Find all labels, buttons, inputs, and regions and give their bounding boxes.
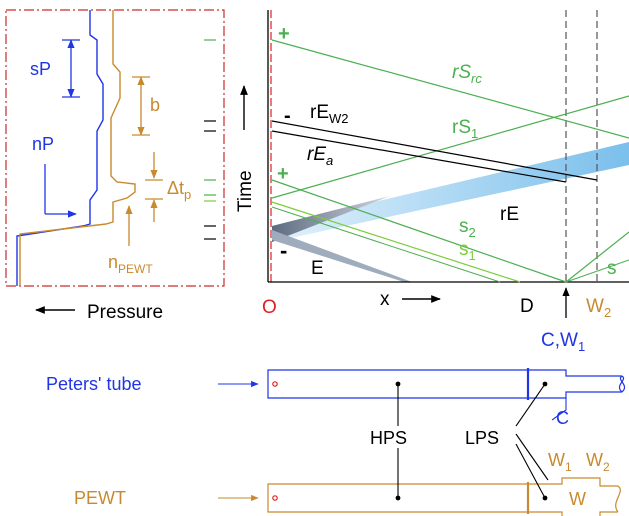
shock-s1 [271,201,521,283]
lps-dot-top [542,381,548,387]
pewt-pressure-trace [19,10,136,286]
label-s2: s2 [459,216,476,240]
hps-label: HPS [370,428,407,448]
wave-rEa [271,130,567,183]
expansion-fan-gray [272,196,390,242]
shock-s1-parallel [271,206,501,283]
time-axis-label: Time [235,170,256,212]
expansion-fan-blue [272,142,629,242]
label-minus-bottom: - [280,238,287,263]
b-dimension [132,76,150,136]
label-plus-top: + [278,23,290,45]
lps-label: LPS [465,428,499,448]
label-rE: rE [500,204,519,225]
origin-label: O [262,297,277,318]
wave-rEW2 [271,120,598,181]
label-E: E [311,258,324,279]
delta-tp-label: Δtp [167,178,191,202]
pressure-axis-label: Pressure [87,302,163,323]
pressure-ticks [204,39,216,240]
n-pewt-label: nPEWT [108,252,153,276]
shock-s [565,231,629,283]
label-s1: s1 [459,239,476,263]
label-plus-mid: + [277,163,289,185]
xt-diagram: Time x O D C,W1 W2 rSrc rS1 rEW2 rEa rE … [235,10,629,354]
lps-pointer-top [515,383,546,427]
pressure-panel: sP b nP Δtp nPEWT Pressure [5,9,225,323]
lps-dot-bottom [542,495,548,501]
lps-pointer-bottom [515,443,546,499]
np-label: nP [32,134,54,154]
hps-dot-top [395,381,401,387]
lps-pointer-right [515,433,549,481]
c-label: C [556,408,569,428]
label-rS1: rS1 [452,117,478,141]
x-axis-label: x [380,289,390,310]
b-label: b [150,95,160,115]
peters-tube-drawing [267,369,626,399]
shock-rS1 [271,95,629,199]
label-s: s [607,258,617,279]
point-w2-label: W2 [586,296,611,320]
shock-upper-right [565,259,629,283]
sp-dimension [62,39,80,98]
peters-tube-label: Peters' tube [46,374,142,394]
label-minus-top: - [284,105,291,127]
label-rSrc: rSrc [452,62,482,86]
point-c-w1-label: C,W1 [541,330,585,354]
w1-label: W1 [548,450,572,474]
pressure-frame [5,9,225,287]
w2-label: W2 [586,450,610,474]
pewt-label: PEWT [74,488,126,508]
expansion-fan-reflection [272,230,412,282]
label-rEa: rEa [307,144,333,168]
delta-tp-dimension [145,152,163,222]
pewt-drawing [267,477,621,516]
hps-dot-bottom [395,495,401,501]
c-bracket [551,398,567,421]
point-d-label: D [520,296,534,317]
w-label: W [569,489,586,509]
shock-rSrc [271,39,629,139]
label-rEW2: rEW2 [310,102,349,126]
sp-label: sP [30,59,51,79]
shock-s2 [271,179,567,283]
peters-pressure-trace [16,10,104,286]
tube-schematics: Peters' tube PEWT HPS [46,368,626,516]
